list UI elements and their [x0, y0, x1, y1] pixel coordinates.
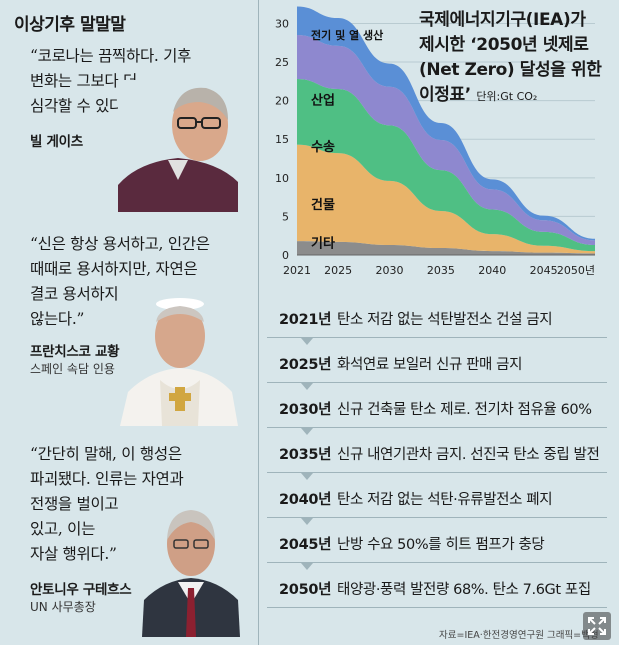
series-label: 수송: [311, 140, 335, 155]
timeline-arrow-icon: [301, 473, 313, 480]
timeline-arrow-icon: [301, 428, 313, 435]
series-label: 산업: [311, 93, 335, 109]
timeline-row: 2030년 신규 건축물 탄소 제로. 전기차 점유율 60%: [267, 387, 607, 435]
series-label: 전기 및 열 생산: [311, 28, 383, 42]
timeline-row: 2021년 탄소 저감 없는 석탄발전소 건설 금지: [267, 297, 607, 345]
quote-role-pope: 스페인 속담 인용: [30, 362, 115, 376]
timeline-row: 2050년 태양광·풍력 발전량 68%. 탄소 7.6Gt 포집: [267, 567, 607, 608]
y-tick-label: 15: [275, 133, 289, 146]
area-series-2: [297, 79, 595, 252]
section-title: 이상기후 말말말: [14, 15, 126, 35]
bill-gates-photo: [118, 80, 238, 212]
timeline-arrow-icon: [301, 338, 313, 345]
timeline-row: 2025년 화석연료 보일러 신규 판매 금지: [267, 342, 607, 390]
antonio-guterres-photo: [142, 500, 240, 637]
timeline-year: 2045년: [279, 537, 332, 553]
y-tick-label: 10: [275, 172, 289, 185]
quote-text-pope: “신은 항상 용서하고, 인간은 때때로 용서하지만, 자연은 결코 용서하지 …: [30, 235, 210, 328]
area-series-1: [297, 144, 595, 254]
timeline-arrow-icon: [301, 383, 313, 390]
x-tick-label: 2030: [375, 264, 403, 277]
timeline-text: 탄소 저감 없는 석탄발전소 건설 금지: [337, 312, 553, 328]
quote-name-gates: 빌 게이츠: [30, 134, 83, 150]
timeline-row: 2035년 신규 내연기관차 금지. 선진국 탄소 중립 발전: [267, 432, 607, 480]
area-series-0: [297, 241, 595, 255]
y-tick-label: 25: [275, 56, 289, 69]
x-tick-label: 2035: [427, 264, 455, 277]
y-tick-label: 5: [282, 210, 289, 223]
timeline-arrow-icon: [301, 518, 313, 525]
column-divider: [258, 0, 259, 645]
timeline-year: 2040년: [279, 492, 332, 508]
y-tick-label: 0: [282, 249, 289, 262]
timeline-year: 2030년: [279, 402, 332, 418]
area-series-3: [297, 35, 595, 245]
chart-title: 국제에너지기구(IEA)가 제시한 ‘2050년 넷제로 (Net Zero) …: [419, 10, 602, 105]
y-tick-label: 30: [275, 17, 289, 30]
quotes-panel: 이상기후 말말말 “코로나는 끔찍하다. 기후 변화는 그보다 더 심각할 수 …: [0, 0, 258, 645]
timeline-text: 화석연료 보일러 신규 판매 금지: [337, 357, 523, 373]
series-label: 기타: [311, 235, 335, 251]
chart-panel: 기타 건물 수송 산업 전기 및 열 생산 0 5 10 15 20 25 30 2021 2025 203…: [259, 0, 619, 645]
quote-text-guterres: “간단히 말해, 이 행성은 파괴됐다. 인류는 자연과 전쟁을 벌이고 있고,…: [30, 445, 184, 563]
pope-francis-photo: [120, 292, 238, 426]
quote-role-guterres: UN 사무총장: [30, 600, 96, 614]
timeline-year: 2035년: [279, 447, 332, 463]
expand-icon: [588, 617, 606, 635]
timeline-year: 2021년: [279, 312, 332, 328]
timeline-text: 신규 건축물 탄소 제로. 전기차 점유율 60%: [337, 402, 592, 418]
x-tick-label: 2021: [283, 264, 311, 277]
timeline-arrow-icon: [301, 563, 313, 570]
x-tick-label: 2045: [530, 264, 558, 277]
expand-button[interactable]: [583, 612, 611, 640]
y-tick-label: 20: [275, 95, 289, 108]
timeline-text: 신규 내연기관차 금지. 선진국 탄소 중립 발전: [337, 447, 600, 463]
quote-name-guterres: 안토니우 구테흐스: [30, 582, 132, 598]
x-tick-label: 2050년: [557, 264, 595, 277]
timeline-year: 2025년: [279, 357, 332, 373]
x-tick-label: 2025: [324, 264, 352, 277]
timeline-text: 탄소 저감 없는 석탄·유류발전소 폐지: [337, 492, 553, 508]
area-series-4: [297, 6, 595, 241]
timeline-year: 2050년: [279, 582, 332, 598]
timeline-text: 태양광·풍력 발전량 68%. 탄소 7.6Gt 포집: [337, 582, 591, 598]
quote-text-gates: “코로나는 끔찍하다. 기후 변화는 그보다 더 심각할 수 있다.”: [30, 47, 192, 115]
chart-unit: 단위:Gt CO₂: [476, 90, 538, 103]
series-label: 건물: [311, 197, 335, 213]
timeline-row: 2040년 탄소 저감 없는 석탄·유류발전소 폐지: [267, 477, 607, 525]
source-credit: 자료=IEA·한전경영연구원 그래픽=백형: [439, 630, 599, 641]
timeline-text: 난방 수요 50%를 히트 펌프가 충당: [337, 537, 545, 553]
x-tick-label: 2040: [478, 264, 506, 277]
timeline-row: 2045년 난방 수요 50%를 히트 펌프가 충당: [267, 522, 607, 570]
quote-name-pope: 프란치스코 교황: [30, 344, 120, 360]
